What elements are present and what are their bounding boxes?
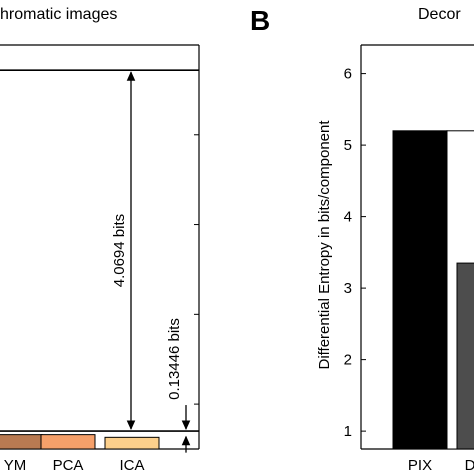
panel-b-y-tick-label: 2 [344,352,352,369]
panel-a-x-tick-label: PCA [53,457,84,474]
panel-b-x-tick-label: PIX [408,457,432,474]
panel-a-annotation-label: 4.0694 bits [111,214,128,287]
panel-b-y-tick-label: 6 [344,66,352,83]
panel-a-marks: 4.0694 bits 0.13446 bits [0,69,199,453]
panel-b-y-axis-label: Differential Entropy in bits/component [316,120,333,370]
panel-a-bar-ica [104,436,160,450]
panel-b-y-tick-label: 1 [344,423,352,440]
panel-a-arrowhead [181,435,191,446]
panel-a-arrowhead [126,71,136,81]
panel-b-ticks: 1 2 3 4 5 6 PIX D [344,66,474,474]
panel-b-title: Decor [418,6,461,23]
panel-b-y-tick-label: 3 [344,280,352,297]
panel-b-bar-pix [392,130,448,450]
panel-a-bar-pca [40,434,96,450]
panel-a-ticks: YM PCA ICA [4,134,199,474]
panel-b-x-tick-label: D [465,457,474,474]
panel-a-bar-ym [0,434,43,450]
panel-b-y-tick-label: 4 [344,209,352,226]
panel-a-annotation-label: 0.13446 bits [166,318,183,400]
panel-b: B Decor Differential Entropy in bits/com… [250,5,474,474]
panel-a-arrowhead [126,420,136,431]
panel-b-letter: B [250,5,270,36]
panel-a-x-tick-label: YM [4,457,27,474]
panel-b-marks [392,130,474,450]
panel-a-x-tick-label: ICA [119,457,144,474]
panel-b-y-tick-label: 5 [344,137,352,154]
panel-a-title: hromatic images [0,6,117,23]
panel-a-arrowhead [181,420,191,431]
panel-b-bar-d [456,262,474,450]
